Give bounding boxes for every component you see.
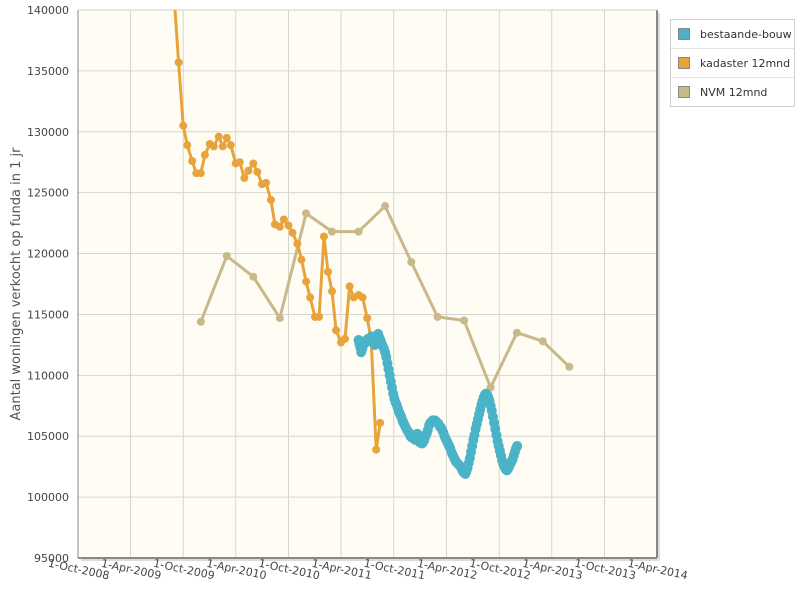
data-point[interactable] — [253, 167, 262, 176]
data-point[interactable] — [288, 228, 297, 237]
y-tick-label: 120000 — [27, 248, 69, 261]
legend-item[interactable]: bestaande-bouw — [671, 20, 794, 49]
data-point[interactable] — [302, 209, 311, 218]
data-point[interactable] — [200, 150, 209, 159]
y-tick-label: 95000 — [34, 552, 69, 565]
data-point[interactable] — [358, 293, 367, 302]
legend-swatch — [678, 57, 690, 69]
data-point[interactable] — [297, 255, 306, 264]
y-tick-label: 135000 — [27, 65, 69, 78]
data-point[interactable] — [328, 287, 337, 296]
data-point[interactable] — [302, 277, 311, 286]
plot-area — [78, 10, 657, 558]
data-point[interactable] — [354, 227, 363, 236]
legend-item[interactable]: kadaster 12mnd — [671, 49, 794, 78]
series-nvm-12mnd — [196, 202, 574, 392]
series-group — [171, 0, 574, 479]
data-point[interactable] — [381, 202, 390, 211]
data-point[interactable] — [222, 133, 231, 142]
data-point[interactable] — [240, 174, 249, 183]
data-point[interactable] — [565, 362, 574, 371]
data-point[interactable] — [183, 141, 192, 150]
data-point[interactable] — [179, 121, 188, 130]
y-axis-label: Aantal woningen verkocht op funda in 1 j… — [9, 147, 24, 421]
data-point[interactable] — [249, 159, 258, 168]
data-point[interactable] — [214, 132, 223, 141]
data-point[interactable] — [341, 334, 350, 343]
data-point[interactable] — [512, 440, 523, 451]
data-point[interactable] — [376, 418, 385, 427]
data-point[interactable] — [345, 282, 354, 291]
data-point[interactable] — [332, 326, 341, 335]
data-point[interactable] — [262, 178, 271, 187]
y-tick-label: 130000 — [27, 126, 69, 139]
data-point[interactable] — [284, 221, 293, 230]
data-point[interactable] — [188, 157, 197, 166]
y-tick-label: 105000 — [27, 430, 69, 443]
data-point[interactable] — [315, 312, 324, 321]
axes — [77, 9, 660, 561]
data-point[interactable] — [222, 251, 231, 260]
y-tick-label: 140000 — [27, 4, 69, 17]
data-point[interactable] — [174, 58, 183, 67]
legend: bestaande-bouw kadaster 12mnd NVM 12mnd — [670, 19, 795, 107]
data-point[interactable] — [433, 312, 442, 321]
legend-label: NVM 12mnd — [700, 85, 768, 99]
data-point[interactable] — [275, 314, 284, 323]
data-point[interactable] — [293, 239, 302, 248]
data-point[interactable] — [275, 222, 284, 231]
legend-swatch — [678, 86, 690, 98]
data-point[interactable] — [407, 258, 416, 267]
data-point[interactable] — [244, 166, 253, 175]
data-point[interactable] — [323, 267, 332, 276]
data-point[interactable] — [218, 142, 227, 151]
data-point[interactable] — [279, 215, 288, 224]
y-tick-labels: 95000 100000 105000 110000 115000 120000 12500… — [27, 4, 69, 565]
data-point[interactable] — [196, 169, 205, 178]
data-point[interactable] — [512, 328, 521, 337]
y-tick-label: 125000 — [27, 187, 69, 200]
data-point[interactable] — [196, 317, 205, 326]
data-point[interactable] — [363, 314, 372, 323]
data-point[interactable] — [249, 272, 258, 281]
data-point[interactable] — [226, 141, 235, 150]
y-tick-label: 100000 — [27, 491, 69, 504]
legend-label: kadaster 12mnd — [700, 56, 791, 70]
series-bestaande-bouw — [353, 328, 523, 479]
legend-swatch — [678, 28, 690, 40]
legend-item[interactable]: NVM 12mnd — [671, 78, 794, 106]
y-tick-label: 115000 — [27, 308, 69, 321]
data-point[interactable] — [372, 445, 381, 454]
data-point[interactable] — [171, 0, 179, 8]
data-point[interactable] — [209, 142, 218, 151]
data-point[interactable] — [319, 232, 328, 241]
series-kadaster-12mnd — [171, 0, 385, 454]
y-tick-label: 110000 — [27, 369, 69, 382]
data-point[interactable] — [328, 227, 337, 236]
data-point[interactable] — [235, 158, 244, 167]
legend-label: bestaande-bouw — [700, 27, 792, 41]
data-point[interactable] — [538, 337, 547, 346]
data-point[interactable] — [266, 195, 275, 204]
data-point[interactable] — [460, 316, 469, 325]
data-point[interactable] — [306, 293, 315, 302]
